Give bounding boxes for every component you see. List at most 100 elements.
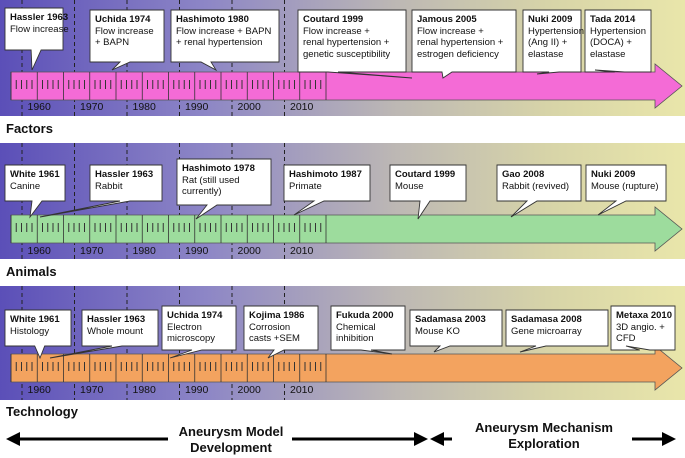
callout-text-line: Rat (still used xyxy=(182,174,240,186)
callout-text-line: Mouse KO xyxy=(415,325,460,337)
animals-callout-0: White 1961 Canine xyxy=(10,169,60,192)
technology-callout-box xyxy=(610,305,676,351)
year-label-1970: 1970 xyxy=(80,101,104,113)
callout-text-line: casts +SEM xyxy=(249,333,300,344)
technology-callout-box xyxy=(330,305,406,355)
technology-callout-3: Kojima 1986 Corrosion casts +SEM xyxy=(249,310,304,345)
callout-text-line: Flow increase + BAPN xyxy=(176,25,272,37)
technology-arrow-bar xyxy=(10,345,683,391)
year-label-2010: 2010 xyxy=(290,384,314,396)
callout-text-line: Hypertension xyxy=(590,25,646,37)
animals-callout-3: Hashimoto 1987 Primate xyxy=(289,169,362,192)
callout-title: White 1961 xyxy=(10,314,60,325)
animals-callout-box xyxy=(176,158,272,220)
factors-callout-box xyxy=(584,9,652,73)
callout-title: Kojima 1986 xyxy=(249,310,305,321)
callout-title: Uchida 1974 xyxy=(167,310,223,321)
callout-title: Metaxa 2010 xyxy=(616,310,672,321)
technology-callout-7: Metaxa 2010 3D angio. + CFD xyxy=(616,310,672,345)
callout-text-line: Flow increase xyxy=(10,23,69,35)
animals-callout-box xyxy=(39,164,163,218)
callout-text-line: 3D angio. + xyxy=(616,321,665,333)
factors-callout-2: Hashimoto 1980 Flow increase + BAPN + rena… xyxy=(176,14,271,49)
year-label-1960: 1960 xyxy=(27,384,51,396)
callout-text-line: inhibition xyxy=(336,333,374,344)
callout-text-line: Canine xyxy=(10,180,41,192)
callout-title: Hassler 1963 xyxy=(95,169,154,180)
callout-text-line: elastase xyxy=(590,48,626,60)
factors-callout-5: Nuki 2009 Hypertension (Ang II) + elastase xyxy=(528,14,584,60)
callout-title: Nuki 2009 xyxy=(528,14,573,25)
model-development-line-1: Aneurysm Model xyxy=(178,424,284,439)
callout-text-line: Hypertension xyxy=(528,25,584,37)
callout-text-line: CFD xyxy=(616,333,636,344)
animals-callout-box xyxy=(585,164,667,216)
technology-callout-box xyxy=(49,309,159,359)
year-label-1990: 1990 xyxy=(185,384,209,396)
animals-callout-2: Hashimoto 1978 Rat (still used currently) xyxy=(182,163,255,198)
factors-panel: 1960 1970 1980 1990 2000 2010 Hassler 1963 Flow… xyxy=(0,0,685,116)
factors-callout-1: Uchida 1974 Flow increase + BAPN xyxy=(95,14,154,49)
callout-title: Gao 2008 xyxy=(502,169,545,180)
technology-callout-2: Uchida 1974 Electron microscopy xyxy=(167,310,222,345)
callout-title: Nuki 2009 xyxy=(591,169,636,180)
factors-arrow-bar xyxy=(10,63,683,109)
technology-callout-box xyxy=(4,309,72,360)
callout-text-line: Chemical xyxy=(336,321,376,333)
callout-text-line: Histology xyxy=(10,325,50,337)
callout-text-line: renal hypertension + xyxy=(417,37,504,48)
phase-arrows xyxy=(6,432,676,446)
callout-text-line: (DOCA) + xyxy=(590,37,632,48)
callout-text-line: Rabbit (revived) xyxy=(502,180,570,192)
factors-callout-box xyxy=(4,7,64,71)
technology-callout-box xyxy=(161,305,237,359)
factors-timeline xyxy=(4,0,683,116)
year-label-1970: 1970 xyxy=(80,245,104,257)
technology-label: Technology xyxy=(6,404,78,419)
callout-text-line: Flow increase xyxy=(95,25,154,37)
callout-text-line: renal hypertension + xyxy=(303,37,390,48)
technology-callout-box xyxy=(409,309,503,353)
callout-title: Hashimoto 1978 xyxy=(182,163,255,174)
callout-text-line: genetic susceptibility xyxy=(303,48,391,60)
callout-text-line: elastase xyxy=(528,48,564,60)
technology-callout-1: Hassler 1963 Whole mount xyxy=(87,314,145,337)
callout-text-line: (Ang II) + xyxy=(528,37,568,48)
year-label-1980: 1980 xyxy=(132,101,156,113)
animals-callout-6: Nuki 2009 Mouse (rupture) xyxy=(591,169,659,192)
animals-panel: 1960 1970 1980 1990 2000 2010 White 1961 Canine… xyxy=(0,143,685,259)
callout-title: Jamous 2005 xyxy=(417,14,477,25)
year-label-1960: 1960 xyxy=(27,101,51,113)
factors-callout-box xyxy=(411,9,517,79)
callout-text-line: currently) xyxy=(182,186,222,197)
callout-text-line: Mouse (rupture) xyxy=(591,180,659,192)
callout-text-line: + renal hypertension xyxy=(176,37,263,48)
animals-callout-box xyxy=(283,164,371,216)
callout-text-line: Primate xyxy=(289,180,322,192)
animals-callout-box xyxy=(496,164,582,218)
callout-title: Sadamasa 2008 xyxy=(511,314,582,325)
year-label-1990: 1990 xyxy=(185,245,209,257)
animals-callout-5: Gao 2008 Rabbit (revived) xyxy=(502,169,569,192)
technology-timeline xyxy=(4,286,683,400)
factors-callout-box xyxy=(170,9,280,72)
technology-panel: 1960 1970 1980 1990 2000 2010 White 1961 Histol… xyxy=(0,286,685,400)
year-label-1960: 1960 xyxy=(27,245,51,257)
year-label-2010: 2010 xyxy=(290,101,314,113)
factors-callout-6: Tada 2014 Hypertension (DOCA) + elastase xyxy=(590,14,646,60)
callout-title: Sadamasa 2003 xyxy=(415,314,486,325)
animals-callout-box xyxy=(4,164,66,219)
technology-callout-5: Sadamasa 2003 Mouse KO xyxy=(415,314,486,337)
mechanism-exploration-line-2: Exploration xyxy=(508,436,580,451)
technology-callout-0: White 1961 Histology xyxy=(10,314,60,337)
mechanism-exploration-line-1: Aneurysm Mechanism xyxy=(475,420,613,435)
factors-callout-box xyxy=(297,9,413,79)
callout-title: Tada 2014 xyxy=(590,14,636,25)
factors-callout-box xyxy=(89,9,165,71)
callout-text-line: Corrosion xyxy=(249,321,291,333)
callout-title: White 1961 xyxy=(10,169,60,180)
technology-callout-6: Sadamasa 2008 Gene microarray xyxy=(511,314,582,337)
technology-callout-box xyxy=(243,305,319,359)
technology-callout-box xyxy=(505,309,609,353)
callout-text-line: Flow increase + xyxy=(303,25,370,37)
